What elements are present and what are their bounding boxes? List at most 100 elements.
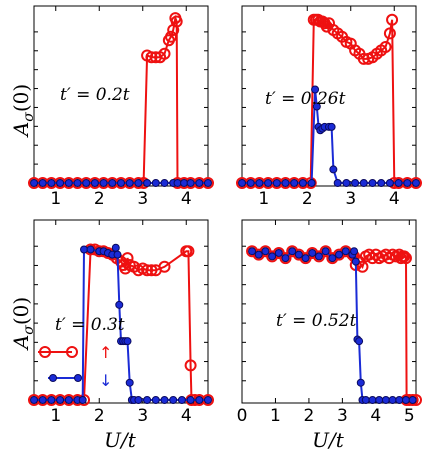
data-point-down <box>160 179 169 187</box>
data-point-down <box>375 396 384 404</box>
x-tick-label: 2 <box>302 189 313 209</box>
x-axis-label-left: U/t <box>104 428 137 452</box>
data-point-down <box>359 179 368 187</box>
x-tick-label: 1 <box>258 189 269 209</box>
panel-annotation: t′ = 0.2t <box>60 85 130 105</box>
x-tick-label: 2 <box>304 406 315 426</box>
data-point-down <box>177 396 186 404</box>
data-point-down <box>314 252 323 261</box>
data-point-down <box>204 396 212 404</box>
x-tick-label: 3 <box>137 189 148 209</box>
data-point-down <box>113 250 122 259</box>
plot-frame <box>241 5 417 187</box>
panel-4: 0 1 2 3 4 5 t′ = 0.52t <box>237 219 422 426</box>
x-tick-label: 1 <box>270 406 281 426</box>
x-axis-label-right: U/t <box>312 428 345 452</box>
data-point-down <box>403 179 412 187</box>
data-point-down <box>342 179 351 187</box>
panel-annotation: t′ = 0.26t <box>265 89 346 109</box>
legend-down-marker-1 <box>49 374 57 382</box>
data-point-down <box>151 179 160 187</box>
data-point-up <box>145 264 158 277</box>
data-point-down <box>204 179 212 187</box>
panel-1: 1 2 3 4 t′ = 0.2t <box>28 5 214 209</box>
data-point-down <box>38 179 47 187</box>
data-point-down <box>246 179 255 187</box>
data-point-down <box>38 396 47 404</box>
data-point-down <box>134 396 143 404</box>
x-tick-label: 4 <box>181 189 192 209</box>
x-tick-label: 4 <box>181 406 192 426</box>
plot-frame <box>33 5 209 187</box>
data-point-down <box>312 102 321 111</box>
data-point-down <box>195 179 204 187</box>
x-tick-label: 2 <box>94 189 105 209</box>
data-point-down <box>377 179 386 187</box>
data-point-down <box>117 179 125 187</box>
x-tick-label: 5 <box>404 406 415 426</box>
data-point-down <box>248 247 257 256</box>
legend-down-marker-2 <box>74 374 82 382</box>
data-point-up <box>279 252 292 265</box>
panel-annotation: t′ = 0.52t <box>276 311 357 331</box>
data-point-up <box>184 359 197 372</box>
data-point-down <box>56 396 65 404</box>
data-point-down <box>47 396 56 404</box>
data-point-down <box>301 254 310 263</box>
data-point-down <box>311 85 320 94</box>
data-point-down <box>143 179 152 187</box>
data-point-down <box>281 254 290 263</box>
data-point-down <box>169 396 178 404</box>
panel-annotation: t′ = 0.3t <box>55 315 125 335</box>
data-point-down <box>307 179 316 187</box>
data-point-down <box>115 300 124 309</box>
data-point-down <box>268 252 277 261</box>
data-point-down <box>90 179 99 187</box>
x-tick-label: 3 <box>137 406 148 426</box>
data-point-down <box>238 179 246 187</box>
data-point-down <box>255 179 264 187</box>
data-point-down <box>412 179 420 187</box>
data-point-down <box>333 179 342 187</box>
x-tick-label: 0 <box>237 406 248 426</box>
data-point-down <box>125 378 134 387</box>
x-tick-label: 2 <box>94 406 105 426</box>
data-point-down <box>274 248 283 257</box>
x-tick-label: 1 <box>50 189 61 209</box>
panel-2: 1 2 3 4 t′ = 0.26t <box>236 5 422 209</box>
data-point-up <box>182 245 195 258</box>
data-point-up <box>398 250 411 263</box>
data-point-down <box>281 179 290 187</box>
data-point-down <box>64 396 73 404</box>
data-point-down <box>80 245 89 254</box>
data-point-down <box>173 179 182 187</box>
data-point-down <box>160 396 169 404</box>
data-point-down <box>186 179 195 187</box>
data-point-down <box>108 179 117 187</box>
data-point-up <box>356 260 369 273</box>
data-point-up <box>121 252 134 265</box>
data-point-down <box>56 179 65 187</box>
data-point-down <box>294 250 303 259</box>
data-point-up <box>363 248 376 261</box>
data-point-down <box>335 250 344 259</box>
data-point-down <box>47 179 56 187</box>
legend-down-symbol: ↓ <box>99 371 112 390</box>
data-point-up <box>158 47 171 60</box>
data-point-down <box>368 396 377 404</box>
data-point-down <box>123 337 132 346</box>
panel-3: 1 2 3 4 t′ = 0.3t <box>28 219 214 426</box>
data-point-down <box>195 396 204 404</box>
data-point-down <box>264 179 273 187</box>
data-point-down <box>288 247 297 256</box>
data-point-down <box>186 396 195 404</box>
data-point-up <box>386 13 399 26</box>
x-tick-label: 3 <box>337 406 348 426</box>
legend: ↑ ↓ <box>38 343 112 390</box>
y-axis-label-bottom: Aσ(0) <box>9 297 37 351</box>
data-point-down <box>401 396 410 404</box>
legend-up-marker-1 <box>39 346 51 358</box>
data-point-up <box>145 51 158 64</box>
data-point-down <box>408 396 417 404</box>
